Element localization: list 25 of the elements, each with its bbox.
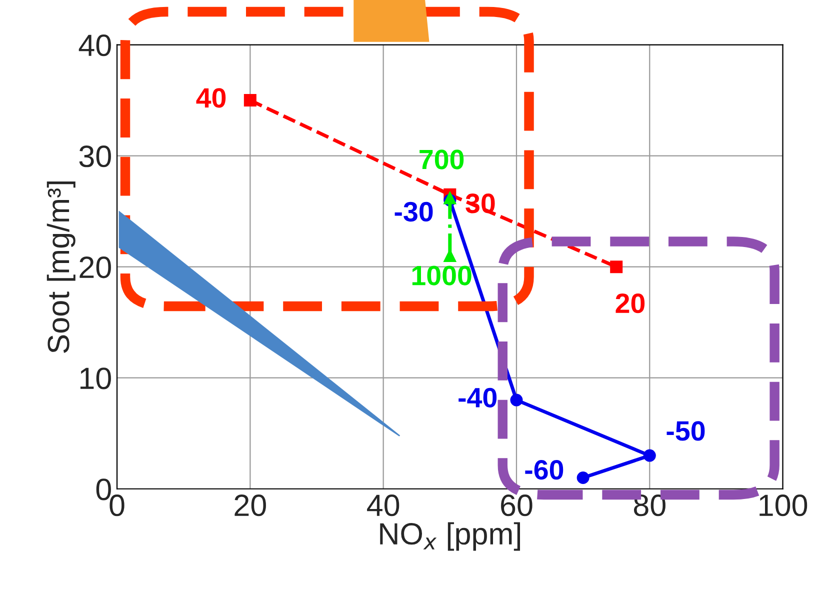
annotation: 1000 xyxy=(412,266,472,286)
point xyxy=(576,472,590,484)
y-tick-label: 20 xyxy=(80,256,111,278)
annotation: -40 xyxy=(458,388,497,408)
y-axis-title: Soot [mg/m³] xyxy=(46,182,76,353)
annotation: 700 xyxy=(420,150,464,170)
y-tick-label: 30 xyxy=(79,146,111,168)
x-tick-label: 40 xyxy=(367,494,400,516)
point xyxy=(610,260,623,274)
point xyxy=(643,449,656,462)
x-tick-label: 100 xyxy=(760,494,808,516)
x-tick-label: 0 xyxy=(110,494,124,516)
x-tick-label: 60 xyxy=(501,494,532,516)
x-tick-label: 20 xyxy=(234,494,266,516)
annotation: 40 xyxy=(196,88,226,108)
y-tick-label: 10 xyxy=(80,368,111,390)
annotation: -30 xyxy=(394,202,433,222)
annotation: -50 xyxy=(666,421,705,441)
point xyxy=(510,394,523,406)
y-tick-label: 40 xyxy=(78,34,111,56)
annotation: -60 xyxy=(525,460,564,480)
x-axis-title: NO$_{x}$ [ppm] xyxy=(380,522,520,551)
annotation: 20 xyxy=(616,293,645,314)
y-tick-label: 0 xyxy=(96,478,111,500)
point xyxy=(244,94,256,107)
